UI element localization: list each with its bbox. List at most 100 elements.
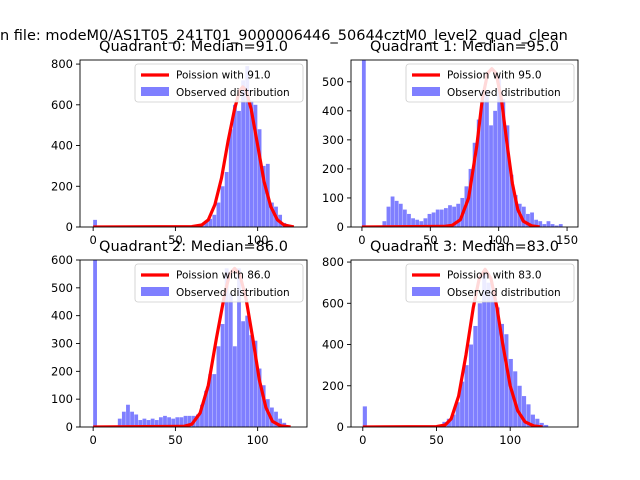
histogram-bar (130, 411, 134, 427)
legend-line-label: Poission with 91.0 (176, 70, 271, 82)
y-tick-label: 800 (51, 57, 73, 71)
histogram-bar (509, 174, 514, 227)
histogram-bar (232, 346, 237, 427)
histogram-bar (171, 418, 176, 427)
histogram-bar (468, 344, 474, 427)
histogram-bar (216, 346, 221, 427)
histogram-bar (482, 272, 487, 427)
legend-box (134, 263, 304, 303)
quadrant-3-panel: 0 50 100 0 200 400 600 800 Quadrant 3: Median=83… (322, 239, 579, 447)
x-tick-label: 100 (247, 433, 269, 447)
histogram-bar (158, 417, 163, 427)
y-tick-label: 400 (322, 338, 344, 352)
histogram-bar (546, 221, 551, 227)
histogram-bar (228, 293, 233, 427)
quadrant-1-panel: 0 50 100 150 0 100 200 300 400 500 Quadrant 1: Med… (322, 39, 579, 247)
quadrant-0-panel: 0 50 100 0 200 400 600 800 Quadrant 0: Median=91… (51, 39, 308, 247)
histogram-bar (117, 418, 122, 427)
histogram-bar (505, 125, 510, 227)
histogram-bar (237, 268, 241, 427)
histogram-bar (142, 418, 147, 427)
histogram-bar (187, 415, 192, 427)
histogram-bar (261, 165, 266, 227)
legend-bar-label: Observed distribution (176, 87, 290, 99)
histogram-bar (455, 402, 460, 427)
y-tick-label: 100 (51, 392, 73, 406)
histogram-bar (472, 142, 477, 227)
axes-frame (350, 59, 579, 228)
histogram-bar (493, 110, 498, 227)
histogram-bar (530, 414, 535, 427)
histogram-bar (245, 66, 250, 227)
histogram-bar (253, 340, 258, 427)
legend-line-label: Poission with 95.0 (447, 70, 542, 82)
x-tick-label: 50 (168, 233, 183, 247)
histogram-bar (220, 186, 225, 227)
histogram-bar (554, 225, 559, 227)
histogram-bar (245, 315, 250, 427)
y-tick-label: 0 (66, 220, 73, 234)
histogram-bar (439, 209, 444, 227)
histogram-bar (382, 221, 387, 227)
x-tick-label: 0 (89, 233, 96, 247)
histogram-bar (224, 172, 229, 227)
histogram-bar (542, 224, 547, 227)
histogram-bar (249, 335, 254, 427)
histogram-bar (274, 411, 278, 427)
x-tick-label: 0 (358, 233, 365, 247)
legend-bar-label: Observed distribution (176, 287, 290, 299)
histogram-bar (521, 396, 527, 427)
histogram-bar (435, 209, 440, 227)
histogram-bar (534, 219, 539, 227)
histogram-bar (427, 213, 432, 227)
histogram-bar (134, 414, 139, 427)
y-tick-label: 200 (322, 162, 344, 176)
histogram-bar (504, 334, 509, 427)
quadrant-title: Quadrant 1: Median=95.0 (370, 39, 559, 55)
quadrant-title: Quadrant 2: Median=86.0 (99, 239, 288, 255)
y-tick-label: 200 (322, 379, 344, 393)
x-tick-label: 100 (488, 233, 510, 247)
y-tick-label: 0 (66, 420, 73, 434)
histogram-bar (257, 368, 262, 427)
histogram-bar (431, 212, 436, 227)
histogram-bar (517, 385, 522, 427)
histogram-bar (228, 129, 233, 227)
histogram-bar (491, 295, 496, 427)
histogram-bar (212, 214, 217, 227)
histogram-bar (451, 414, 456, 427)
histogram-bar (126, 404, 130, 427)
histogram-bar (390, 196, 395, 227)
histogram-bar (216, 202, 221, 227)
histogram-bar (195, 414, 200, 427)
histogram-bar (93, 219, 97, 227)
y-tick-label: 0 (337, 220, 344, 234)
y-tick-label: 200 (51, 364, 73, 378)
x-tick-label: 50 (168, 433, 183, 447)
axes-frame (350, 259, 579, 428)
legend-line-label: Poission with 86.0 (176, 270, 271, 282)
histogram-bar (204, 220, 209, 227)
histogram-bar (93, 260, 97, 427)
x-tick-label: 100 (499, 433, 521, 447)
histogram-bar (486, 282, 491, 427)
histogram-bar (526, 213, 530, 227)
histogram-bar (452, 206, 456, 227)
histogram-bar (539, 422, 544, 427)
histogram-bar (535, 418, 540, 427)
legend-bar-swatch (412, 287, 440, 296)
histogram-bar (489, 125, 493, 227)
y-tick-label: 300 (51, 337, 73, 351)
histogram-bar (513, 195, 518, 227)
legend-line-label: Poission with 83.0 (447, 270, 542, 282)
legend-bar-swatch (141, 287, 169, 296)
histogram-bar (521, 206, 526, 227)
histogram-bar (530, 212, 534, 227)
histogram-bar (550, 224, 555, 227)
histogram-bar (212, 374, 217, 427)
histogram-bar (477, 303, 482, 427)
quadrant-2-panel: 0 50 100 0 100 200 300 400 500 600 Quadrant 2: Med… (51, 239, 308, 447)
histogram-bar (121, 411, 126, 427)
histogram-bar (361, 60, 366, 227)
